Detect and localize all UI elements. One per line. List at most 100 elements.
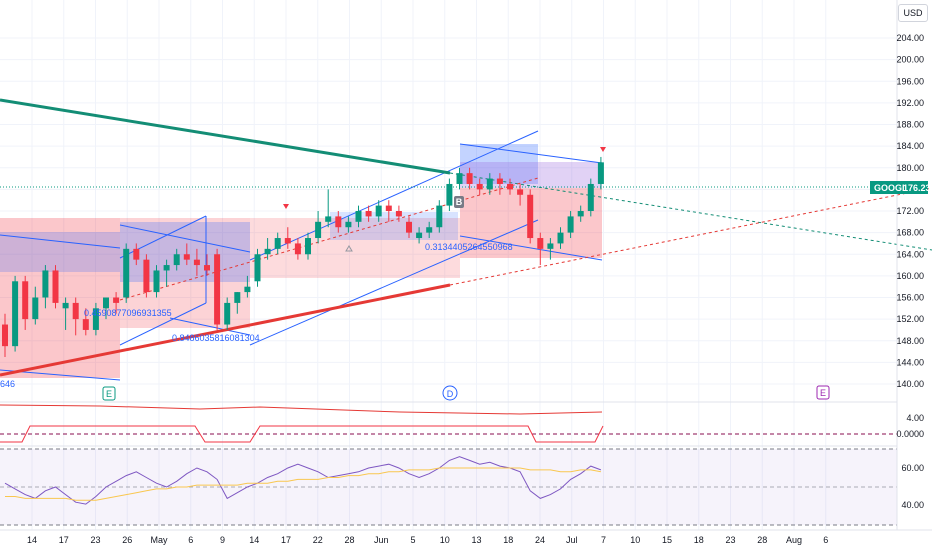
channel-2-bottom bbox=[119, 302, 207, 346]
candle bbox=[335, 211, 342, 233]
indicator-axis-label: 60.00 bbox=[901, 463, 924, 473]
candle-body bbox=[436, 205, 443, 228]
candle-body bbox=[375, 205, 382, 217]
candle-body bbox=[143, 259, 150, 293]
time-axis-label: 24 bbox=[535, 535, 545, 545]
b-marker bbox=[454, 196, 464, 208]
candle bbox=[244, 275, 251, 298]
time-axis-label: 13 bbox=[471, 535, 481, 545]
candle-body bbox=[22, 281, 29, 320]
time-axis-label: 15 bbox=[662, 535, 672, 545]
candle-body bbox=[163, 265, 170, 271]
time-axis-label: Jun bbox=[374, 535, 389, 545]
candle bbox=[284, 227, 291, 249]
time-axis-label: 18 bbox=[694, 535, 704, 545]
time-axis-label: 6 bbox=[823, 535, 828, 545]
candle bbox=[22, 275, 29, 330]
earnings-past-icon bbox=[102, 386, 116, 401]
time-axis-label: Jul bbox=[566, 535, 578, 545]
price-axis[interactable]: 204.00 200.00 196.00 192.00 188.00 184.00 180.… bbox=[896, 0, 924, 530]
fib-label-3: 0.3134405264550968 bbox=[425, 242, 513, 252]
time-axis-label: 28 bbox=[757, 535, 767, 545]
price-axis-label: 172.00 bbox=[896, 206, 924, 216]
candle-body bbox=[254, 254, 261, 282]
candle bbox=[32, 286, 39, 325]
trend-lines[interactable] bbox=[0, 98, 932, 377]
candle bbox=[62, 297, 69, 330]
candle bbox=[52, 265, 59, 309]
candle bbox=[274, 232, 281, 255]
candle bbox=[395, 205, 402, 222]
fib-annotations: 0.4590877096931355 0.8486035816081304 0.… bbox=[0, 242, 513, 389]
blue-zone-mid bbox=[120, 222, 250, 282]
candle-body bbox=[466, 173, 473, 184]
price-axis-label: 192.00 bbox=[896, 98, 924, 108]
candle-body bbox=[597, 162, 604, 184]
candle-body bbox=[335, 216, 342, 228]
candle-body bbox=[517, 189, 524, 195]
price-axis-label: 196.00 bbox=[896, 76, 924, 86]
earnings-upcoming-icon bbox=[816, 385, 830, 400]
currency-button[interactable]: USD bbox=[898, 4, 928, 22]
down-arrow-icon bbox=[600, 147, 606, 152]
candle-body bbox=[365, 211, 372, 217]
candle bbox=[214, 248, 221, 330]
candle-body bbox=[214, 254, 221, 325]
candle-body bbox=[92, 308, 99, 330]
fib-label-1: 0.4590877096931355 bbox=[84, 308, 172, 318]
candle bbox=[496, 173, 503, 195]
time-axis[interactable]: 14 17 23 26 May 6 9 14 17 22 28 Jun 5 10 13 18 24 Jul 7 10 1… bbox=[0, 529, 932, 545]
candle-body bbox=[72, 302, 79, 320]
candle bbox=[507, 178, 513, 195]
candle bbox=[577, 205, 584, 222]
indicator-axis-label: 0.0000 bbox=[896, 429, 924, 439]
time-axis-label: 22 bbox=[313, 535, 323, 545]
candle-body bbox=[426, 227, 433, 233]
price-axis-label: 140.00 bbox=[896, 379, 924, 389]
earnings-upcoming-letter: E bbox=[820, 388, 826, 398]
candle-body bbox=[325, 216, 332, 222]
price-axis-label: 144.00 bbox=[896, 357, 924, 367]
candle bbox=[547, 238, 554, 260]
time-axis-label: 9 bbox=[220, 535, 225, 545]
event-markers[interactable]: E D E bbox=[102, 385, 830, 401]
candle bbox=[204, 254, 210, 276]
state-line bbox=[0, 425, 604, 443]
candle bbox=[375, 200, 382, 222]
candlestick-series[interactable] bbox=[2, 156, 604, 357]
signal-markers: B bbox=[283, 147, 606, 252]
candle-body bbox=[284, 238, 291, 244]
time-axis-label: May bbox=[150, 535, 168, 545]
candle bbox=[537, 232, 544, 266]
red-trendline bbox=[0, 283, 451, 377]
candle-body bbox=[82, 319, 89, 330]
fib-label-edge: 646 bbox=[0, 379, 15, 389]
candle bbox=[365, 205, 372, 222]
candle bbox=[183, 243, 190, 266]
teal-trendline bbox=[0, 98, 451, 175]
candle-body bbox=[244, 286, 251, 293]
badge-price: 176.23 bbox=[903, 183, 931, 193]
blue-zone-right bbox=[460, 144, 538, 184]
candle bbox=[456, 167, 463, 190]
candle-body bbox=[2, 324, 8, 347]
price-axis-label: 168.00 bbox=[896, 228, 924, 238]
candle bbox=[587, 178, 594, 217]
candle bbox=[355, 205, 362, 228]
atr-line bbox=[0, 404, 603, 415]
candle bbox=[193, 248, 200, 276]
time-axis-label: 6 bbox=[188, 535, 193, 545]
rsi-line bbox=[4, 456, 602, 505]
indicator-axis-label: 4.00 bbox=[906, 413, 924, 423]
candle-body bbox=[577, 211, 584, 217]
candle-body bbox=[264, 248, 271, 255]
candle bbox=[406, 216, 412, 239]
price-axis-label: 180.00 bbox=[896, 163, 924, 173]
time-axis-label: 18 bbox=[503, 535, 513, 545]
midline-dashed bbox=[119, 177, 539, 301]
triangle-icon bbox=[345, 245, 353, 252]
candle bbox=[133, 243, 140, 266]
candle-body bbox=[62, 302, 69, 309]
candle-body bbox=[315, 221, 322, 239]
